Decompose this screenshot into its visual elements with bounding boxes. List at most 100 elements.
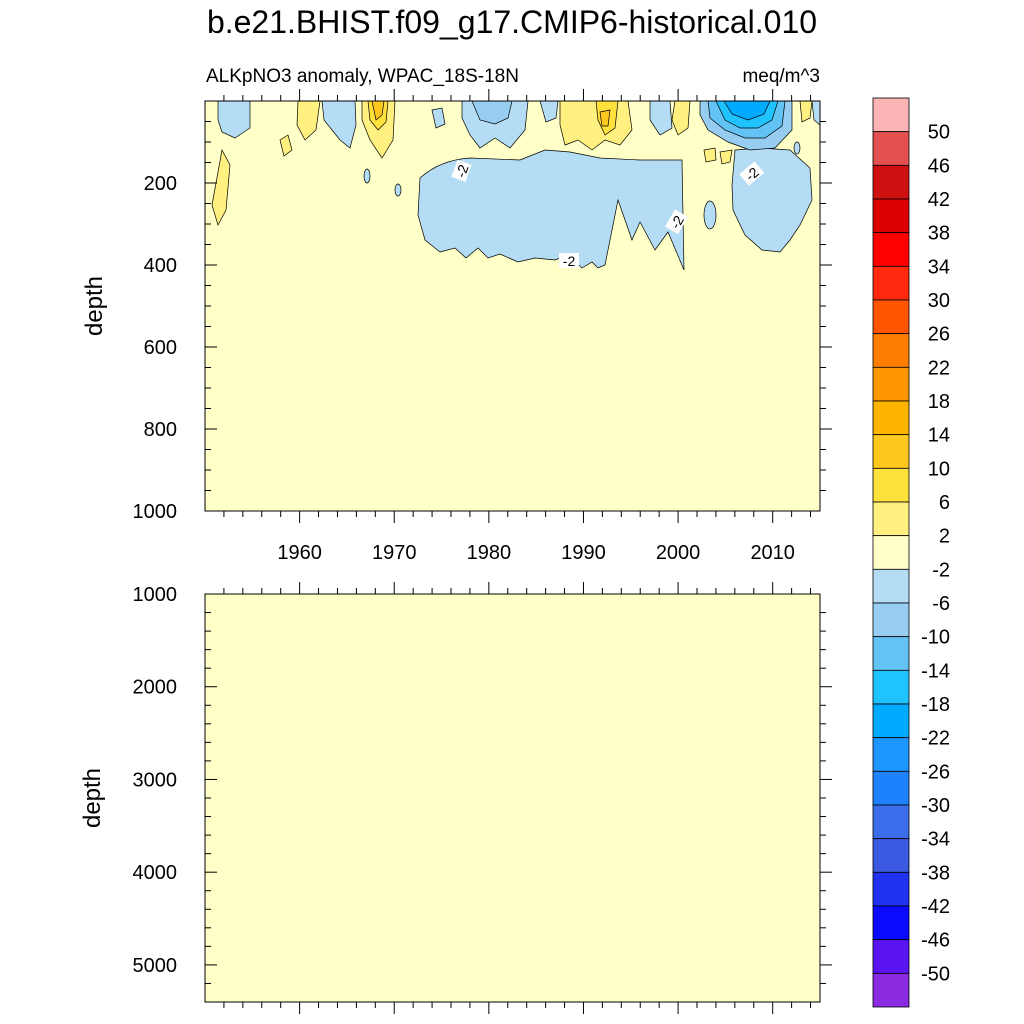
contour-label-text: -2 bbox=[452, 162, 471, 179]
colorbar-swatch bbox=[872, 299, 910, 335]
chart-subtitle-right: meq/m^3 bbox=[742, 66, 820, 87]
contour-label: -2 bbox=[559, 253, 579, 269]
colorbar-label: 34 bbox=[928, 256, 950, 278]
positive-anomaly-patch bbox=[719, 149, 733, 165]
colorbar-swatch bbox=[872, 838, 910, 873]
top-panel: -2 -2 -2 -2 200 400 600 800 1000 1960 1970 198… bbox=[81, 89, 832, 564]
colorbar-label: -6 bbox=[932, 593, 950, 615]
colorbar-swatch bbox=[872, 804, 910, 840]
contour-labels: -2 -2 -2 -2 bbox=[451, 159, 765, 269]
colorbar-swatch bbox=[872, 164, 910, 200]
y-tick-label: 1000 bbox=[133, 501, 178, 523]
small-negative-patch bbox=[363, 168, 371, 184]
surface-negative-patch bbox=[431, 107, 446, 129]
small-negative-patch bbox=[394, 183, 402, 197]
small-negative-patch bbox=[703, 200, 717, 230]
y-tick-label: 400 bbox=[144, 255, 177, 277]
colorbar-swatch bbox=[872, 232, 910, 267]
colorbar-label: -18 bbox=[921, 694, 950, 716]
colorbar-swatch bbox=[872, 568, 910, 604]
colorbar-label: -30 bbox=[921, 795, 950, 817]
positive-anomaly-patch bbox=[559, 100, 633, 151]
colorbar-label: 46 bbox=[928, 155, 950, 177]
colorbar-label: -2 bbox=[932, 559, 950, 581]
colorbar-swatch bbox=[872, 97, 910, 133]
colorbar-swatch bbox=[872, 501, 910, 537]
x-tick-label: 1970 bbox=[372, 542, 417, 564]
y-tick-label: 4000 bbox=[133, 862, 178, 884]
top-x-axis: 1960 1970 1980 1990 2000 2010 bbox=[223, 89, 812, 564]
bottom-panel: 1000 2000 3000 4000 5000 depth bbox=[79, 582, 832, 1014]
colorbar-label: 6 bbox=[939, 492, 950, 514]
colorbar-label: 18 bbox=[928, 391, 950, 413]
bottom-panel-background bbox=[205, 594, 820, 1002]
colorbar-swatch bbox=[872, 737, 910, 772]
colorbar-swatch bbox=[872, 871, 910, 907]
y-tick-label: 5000 bbox=[133, 955, 178, 977]
colorbar-swatch bbox=[872, 669, 910, 705]
positive-anomaly-patch bbox=[279, 134, 293, 157]
colorbar-swatch bbox=[872, 434, 910, 469]
colorbar-swatch bbox=[872, 972, 910, 1008]
colorbar-label: -14 bbox=[921, 660, 950, 682]
colorbar-label: -42 bbox=[921, 896, 950, 918]
top-y-axis-label: depth bbox=[81, 276, 108, 336]
colorbar-label: 50 bbox=[928, 122, 950, 144]
colorbar-label: -46 bbox=[921, 930, 950, 952]
colorbar-label: -22 bbox=[921, 728, 950, 750]
bottom-x-axis bbox=[223, 582, 812, 1014]
colorbar-label: 42 bbox=[928, 189, 950, 211]
colorbar-label: 30 bbox=[928, 290, 950, 312]
colorbar-label: -34 bbox=[921, 829, 950, 851]
colorbar-label: 22 bbox=[928, 357, 950, 379]
colorbar-label: 26 bbox=[928, 324, 950, 346]
colorbar-swatch bbox=[872, 400, 910, 436]
x-tick-label: 1990 bbox=[561, 542, 606, 564]
top-y-axis: 200 400 600 800 1000 bbox=[133, 121, 832, 523]
bottom-y-axis-label: depth bbox=[79, 768, 106, 828]
colorbar-swatch bbox=[872, 198, 910, 234]
y-tick-label: 2000 bbox=[133, 677, 178, 699]
colorbar-label: 10 bbox=[928, 458, 950, 480]
x-tick-label: 1980 bbox=[467, 542, 512, 564]
y-tick-label: 1000 bbox=[133, 584, 178, 606]
y-tick-label: 800 bbox=[144, 419, 177, 441]
colorbar-label: 38 bbox=[928, 223, 950, 245]
colorbar-label: -38 bbox=[921, 862, 950, 884]
positive-anomaly-patch bbox=[703, 147, 717, 163]
y-tick-label: 200 bbox=[144, 173, 177, 195]
colorbar-label: -10 bbox=[921, 627, 950, 649]
x-tick-label: 2000 bbox=[656, 542, 701, 564]
positive-anomaly-patch-strong bbox=[599, 109, 611, 127]
colorbar-swatch bbox=[872, 131, 910, 166]
contour-label: -2 bbox=[665, 209, 689, 235]
colorbar-swatch bbox=[872, 366, 910, 402]
x-tick-label: 1960 bbox=[277, 542, 322, 564]
colorbar-label: -26 bbox=[921, 761, 950, 783]
colorbar-label: 14 bbox=[928, 425, 950, 447]
x-tick-label: 2010 bbox=[750, 542, 795, 564]
bottom-y-axis: 1000 2000 3000 4000 5000 bbox=[133, 584, 832, 984]
colorbar-swatch bbox=[872, 636, 910, 671]
chart-title: b.e21.BHIST.f09_g17.CMIP6-historical.010 bbox=[207, 4, 817, 40]
negative-anomaly-region bbox=[417, 149, 685, 271]
top-panel-contours bbox=[211, 100, 821, 271]
y-tick-label: 3000 bbox=[133, 769, 178, 791]
colorbar-swatch bbox=[872, 467, 910, 503]
colorbar-swatch bbox=[872, 535, 910, 570]
contour-label: -2 bbox=[451, 159, 472, 182]
contour-label-text: -2 bbox=[563, 253, 576, 269]
contour-label: -2 bbox=[739, 161, 765, 186]
colorbar-swatch bbox=[872, 703, 910, 739]
surface-negative-patch bbox=[321, 100, 357, 149]
colorbar: 50 46 42 38 34 30 26 22 18 14 10 6 2 -2 -6 -10 -14 -18 -22… bbox=[872, 97, 950, 1008]
colorbar-label: -50 bbox=[921, 963, 950, 985]
chart-subtitle-left: ALKpNO3 anomaly, WPAC_18S-18N bbox=[206, 66, 519, 87]
colorbar-swatch bbox=[872, 265, 910, 301]
colorbar-swatch bbox=[872, 333, 910, 368]
y-tick-label: 600 bbox=[144, 337, 177, 359]
colorbar-swatch bbox=[872, 770, 910, 806]
small-negative-patch bbox=[793, 141, 801, 155]
colorbar-swatch bbox=[872, 905, 910, 941]
